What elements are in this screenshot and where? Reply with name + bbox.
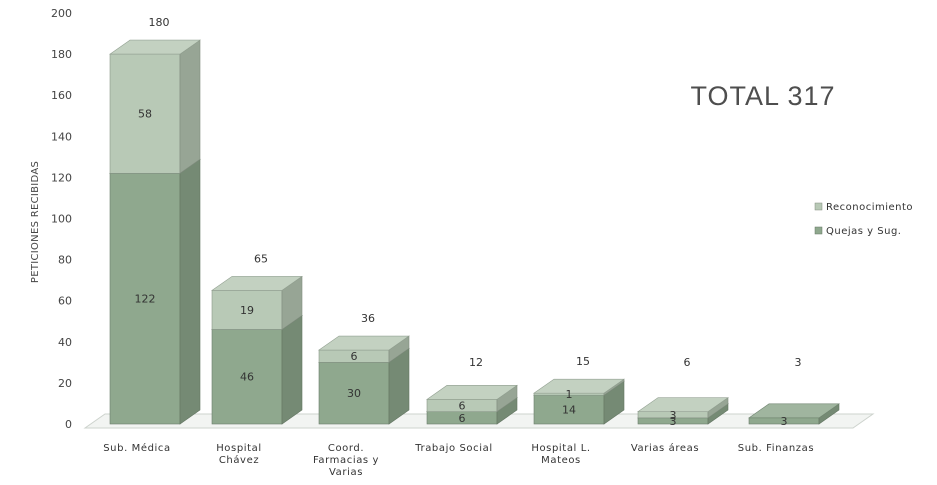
bar-segment-top [748, 403, 840, 419]
y-tick-label: 80 [58, 254, 72, 267]
y-tick-label: 180 [51, 48, 72, 61]
segment-value-label: 6 [351, 350, 358, 363]
x-axis-categories: Sub. Médica Hospital Chávez Coord. Farmacias… [103, 442, 814, 478]
segment-value-label: 6 [459, 412, 466, 425]
bar-segment-top [426, 385, 518, 400]
category-label: Coord. Farmacias y Varias [313, 443, 379, 478]
segment-value-label: 30 [347, 387, 361, 400]
segment-value-label: 14 [562, 404, 576, 417]
segment-value-label: 6 [459, 400, 466, 413]
bar-total-label: 3 [795, 356, 802, 369]
bar-total-label: 65 [254, 252, 268, 265]
y-tick-label: 120 [51, 171, 72, 184]
bar-total-label: 15 [576, 355, 590, 368]
legend-swatch [814, 226, 823, 235]
bar-segment-front [318, 362, 390, 425]
bar-stack: 122 58 180 [109, 16, 201, 425]
category-label: Varias áreas [631, 442, 699, 454]
bar-segment-front [211, 290, 283, 330]
category-label: Hospital Chávez [216, 443, 262, 466]
bar-stack: 30 6 36 [318, 312, 410, 425]
y-axis-label: PETICIONES RECIBIDAS [30, 161, 41, 283]
legend-label: Reconocimiento [826, 202, 913, 213]
y-tick-label: 20 [58, 377, 72, 390]
category-label: Sub. Médica [103, 442, 171, 454]
segment-value-label: 3 [781, 415, 788, 428]
y-tick-label: 60 [58, 295, 72, 308]
bar-segment-top [637, 397, 729, 412]
y-tick-label: 200 [51, 7, 72, 20]
segment-value-label: 3 [670, 409, 677, 422]
bar-total-label: 12 [469, 356, 483, 369]
bar-segment-front [533, 394, 605, 425]
bar-segment-side [281, 314, 303, 425]
bar-segment-top [533, 378, 625, 394]
bar-segment-top [109, 39, 201, 55]
bar-segment-front [109, 172, 181, 425]
segment-value-label: 58 [138, 108, 152, 121]
category-label: Sub. Finanzas [738, 443, 814, 454]
bar-segment-front [211, 329, 283, 425]
bar-stack: 46 19 65 [211, 252, 303, 425]
legend-label: Quejas y Sug. [826, 226, 901, 237]
segment-value-label: 122 [135, 293, 156, 306]
bar-segment-side [179, 158, 201, 425]
bar-total-label: 36 [361, 312, 375, 325]
bar-total-label: 6 [684, 356, 691, 369]
bar-segment-top [211, 276, 303, 291]
bar-segment-side [179, 39, 201, 174]
bar-stack: 66 12 [426, 356, 518, 425]
segment-value-label: 1 [566, 388, 573, 401]
legend: Reconocimiento Quejas y Sug. [814, 202, 913, 237]
y-tick-label: 0 [65, 418, 72, 431]
y-tick-label: 140 [51, 130, 72, 143]
bar-segment-front [109, 53, 181, 174]
total-annotation: TOTAL 317 [690, 81, 835, 111]
legend-swatch [814, 202, 823, 211]
bar-stack: 33 [748, 356, 840, 428]
category-label: Trabajo Social [414, 443, 492, 454]
bar-stack: 14 1 15 [533, 355, 625, 425]
segment-value-label: 46 [240, 371, 254, 384]
y-tick-label: 160 [51, 89, 72, 102]
y-axis: 0 20 40 60 80 100 120 140 160 180 200 [51, 7, 72, 431]
segment-value-label: 19 [240, 304, 254, 317]
bar-stack: 33 6 [637, 356, 729, 428]
bar-segment-top [318, 335, 410, 351]
y-tick-label: 40 [58, 336, 72, 349]
bar-total-label: 180 [149, 16, 170, 29]
segment-value-label: 3 [670, 415, 677, 428]
category-label: Hospital L. Mateos [531, 443, 590, 466]
y-tick-label: 100 [51, 213, 72, 226]
